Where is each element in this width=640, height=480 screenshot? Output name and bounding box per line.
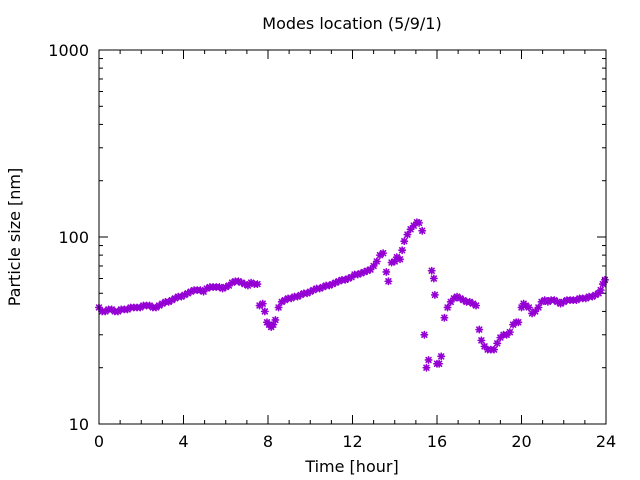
data-point xyxy=(600,275,609,284)
data-points xyxy=(95,218,609,372)
y-tick-label: 10 xyxy=(69,415,89,434)
data-point xyxy=(271,315,280,324)
data-point xyxy=(427,266,436,275)
chart-title: Modes location (5/9/1) xyxy=(262,14,441,33)
data-point xyxy=(472,301,481,310)
data-point xyxy=(420,330,429,339)
data-point xyxy=(435,359,444,368)
data-point xyxy=(398,246,407,255)
y-tick-label: 100 xyxy=(58,228,89,247)
x-tick-label: 20 xyxy=(511,432,531,451)
data-point xyxy=(384,277,393,286)
data-point xyxy=(372,257,381,266)
data-point xyxy=(514,318,523,327)
x-tick-label: 0 xyxy=(94,432,104,451)
data-point xyxy=(403,230,412,239)
data-point xyxy=(596,286,605,295)
data-point xyxy=(379,249,388,258)
data-point xyxy=(396,255,405,264)
data-point xyxy=(429,274,438,283)
data-point xyxy=(505,328,514,337)
data-point xyxy=(366,265,375,274)
x-tick-label: 16 xyxy=(427,432,447,451)
x-tick-label: 12 xyxy=(342,432,362,451)
axes: 0 4 8 12 16 20 24 10 100 1000 xyxy=(48,41,616,451)
data-point xyxy=(424,355,433,364)
data-point xyxy=(437,352,446,361)
data-point xyxy=(418,226,427,235)
data-point xyxy=(443,303,452,312)
data-point xyxy=(534,303,543,312)
y-tick-label: 1000 xyxy=(48,41,89,60)
data-point xyxy=(490,345,499,354)
data-point xyxy=(369,261,378,270)
data-point xyxy=(440,313,449,322)
data-point xyxy=(422,363,431,372)
y-axis-label: Particle size [nm] xyxy=(5,168,24,307)
data-point xyxy=(415,218,424,227)
x-axis-label: Time [hour] xyxy=(304,457,398,476)
x-tick-label: 8 xyxy=(263,432,273,451)
x-tick-label: 4 xyxy=(178,432,188,451)
data-point xyxy=(274,303,283,312)
data-point xyxy=(524,303,533,312)
data-point xyxy=(382,267,391,276)
data-point xyxy=(260,307,269,316)
data-point xyxy=(430,290,439,299)
data-point xyxy=(253,280,262,289)
data-point xyxy=(477,336,486,345)
plot-frame xyxy=(98,49,607,425)
data-point xyxy=(258,299,267,308)
data-point xyxy=(400,237,409,246)
data-point xyxy=(493,339,502,348)
x-tick-label: 24 xyxy=(596,432,616,451)
data-point xyxy=(475,325,484,334)
